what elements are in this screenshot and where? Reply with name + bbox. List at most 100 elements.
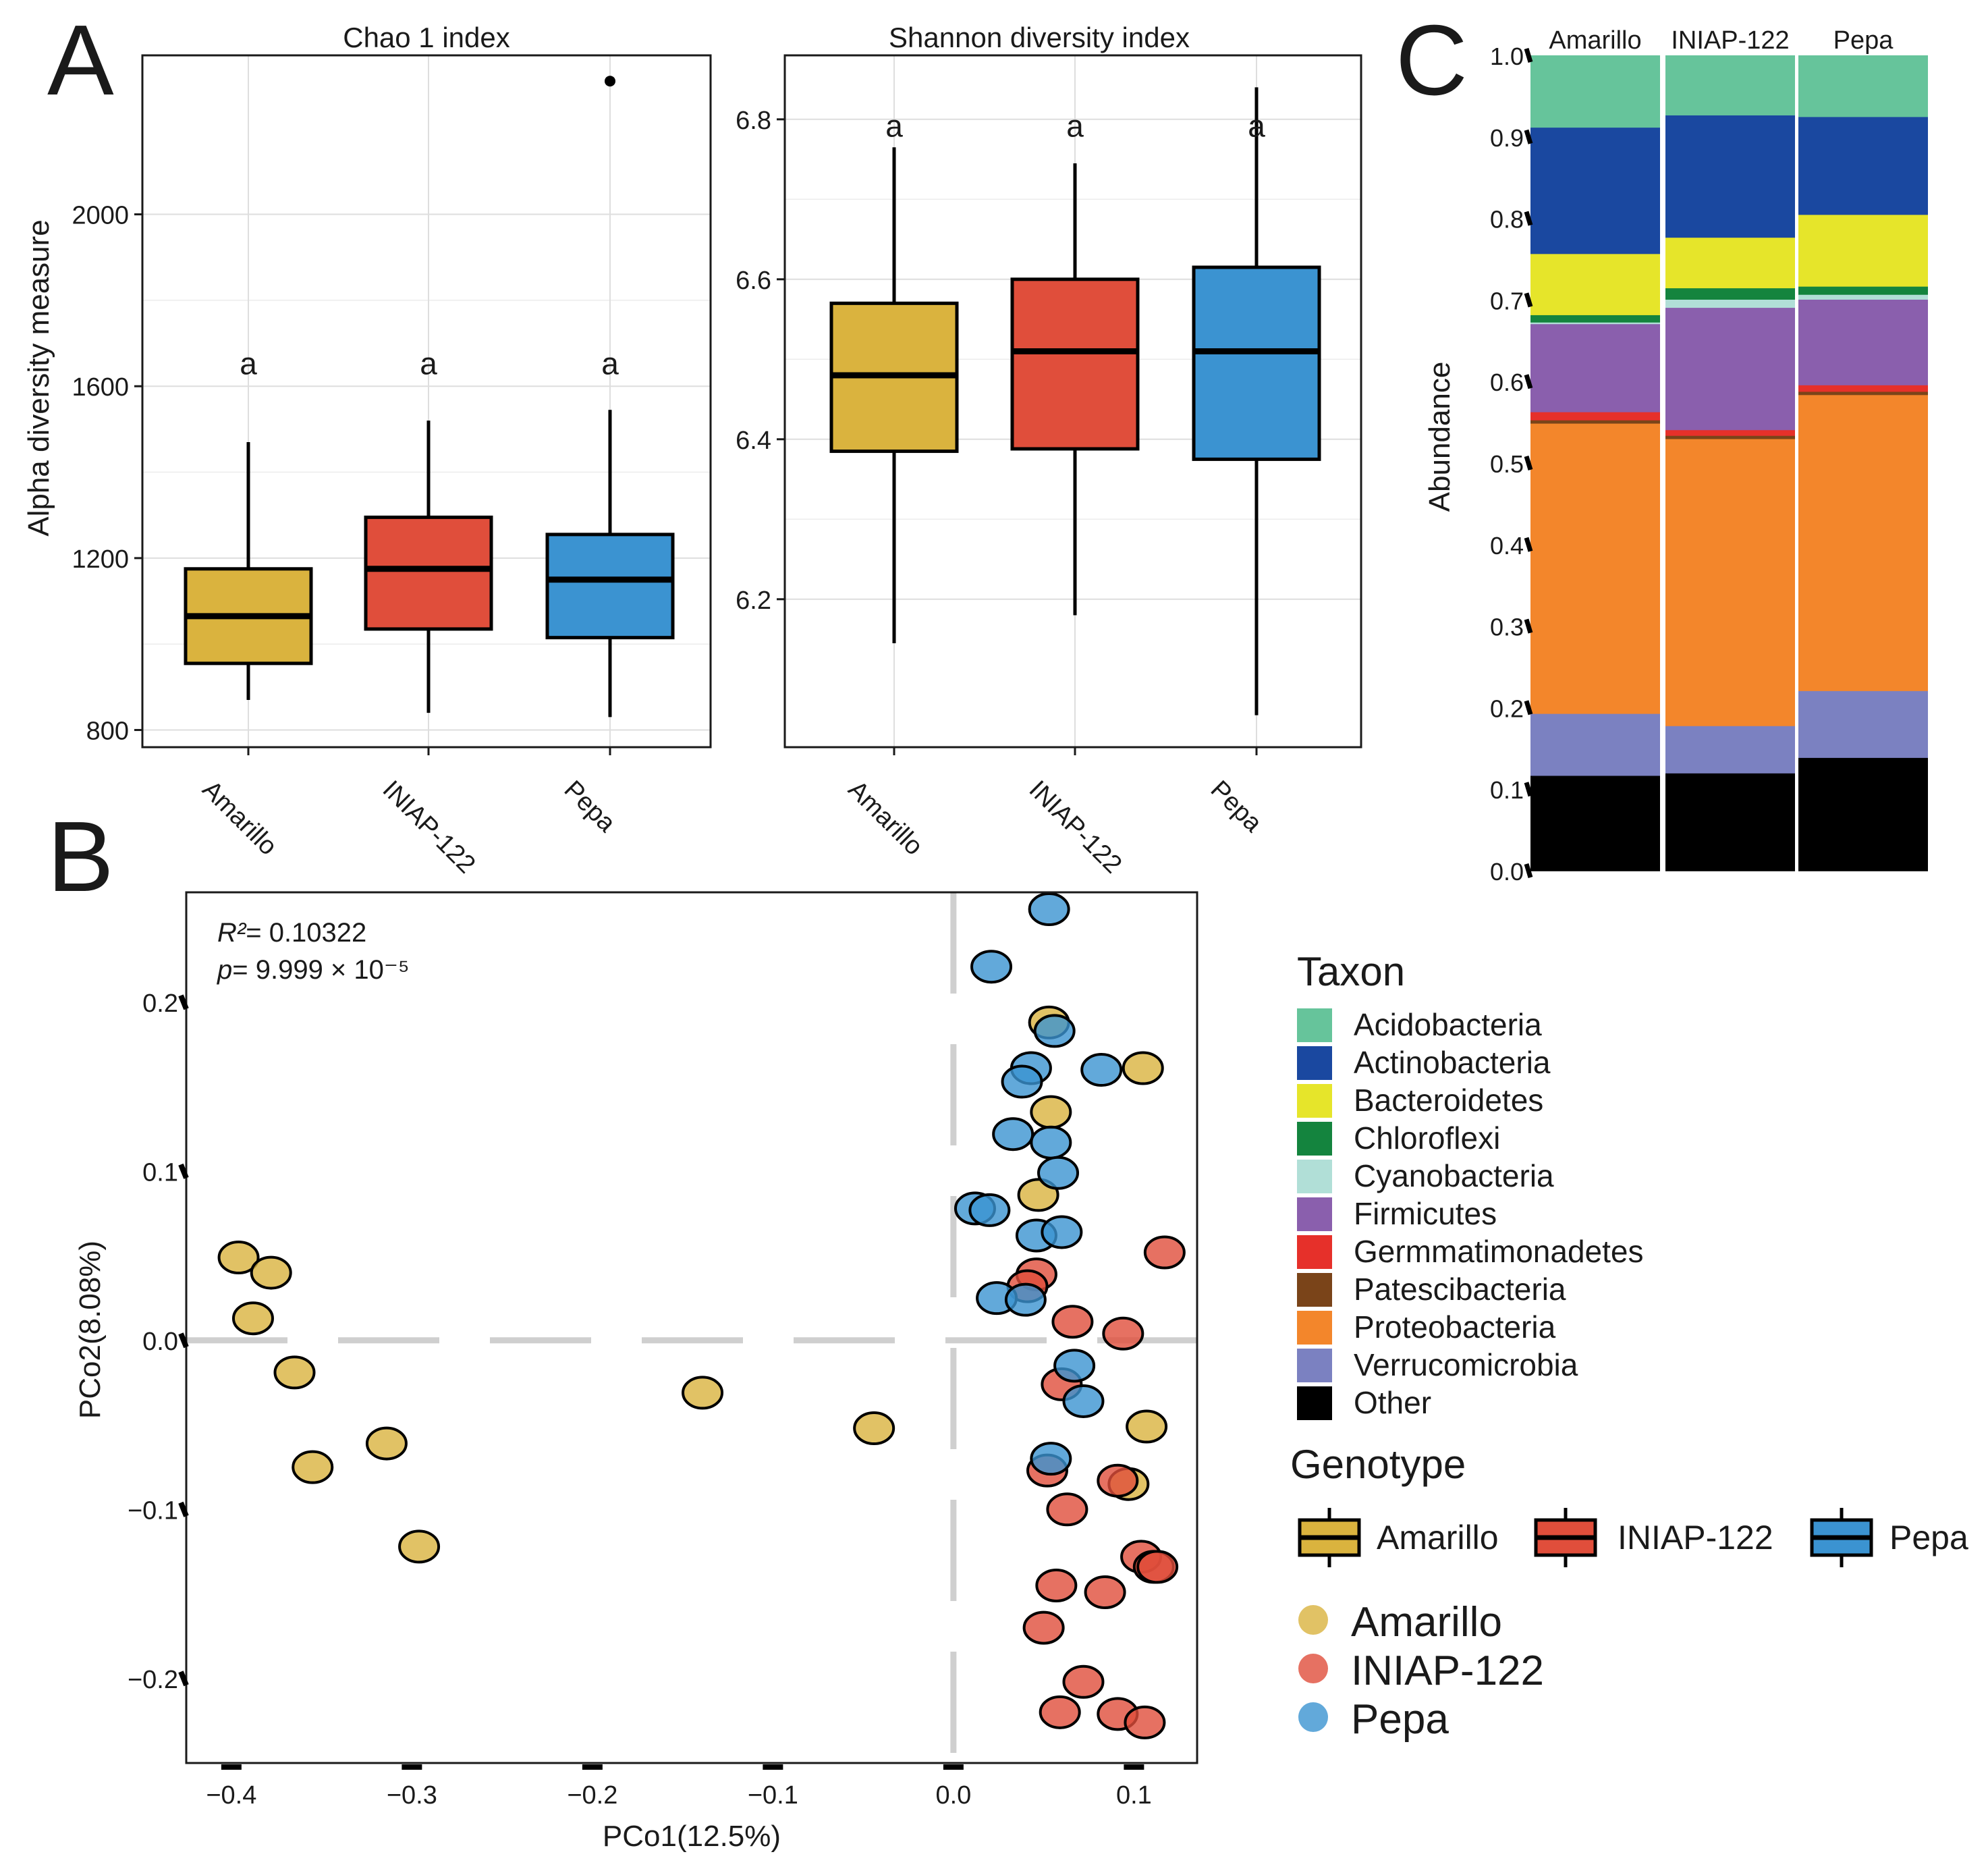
pcoa-p-annotation: p= 9.999 × 10⁻⁵	[217, 955, 410, 985]
panel-label-b: B	[47, 801, 114, 913]
pcoa-ytick	[178, 1332, 189, 1349]
pcoa-point-pepa	[968, 1193, 1011, 1227]
taxon-label-proteobacteria: Proteobacteria	[1354, 1309, 1556, 1345]
shannon-box-pepa: a	[1192, 87, 1321, 715]
pcoa-ytick-label: 0.2	[142, 989, 178, 1018]
abundance-segment-firmicutes	[1665, 307, 1795, 431]
abundance-bar-amarillo	[1530, 55, 1660, 871]
shannon-boxplot: Shannon diversity index a a a 6.2 6.4 6.6 6.8…	[736, 22, 1362, 879]
abundance-segment-germmatimonadetes	[1665, 429, 1795, 436]
abundance-segment-bacteroidetes	[1665, 237, 1795, 289]
chao1-boxplot: Chao 1 index Alpha diversity measure a a a…	[22, 22, 712, 879]
pcoa-point-amarillo	[250, 1255, 292, 1290]
abundance-bar-pepa	[1798, 55, 1928, 871]
taxon-swatch-germmatimonadetes	[1297, 1235, 1332, 1269]
genotype-label-amarillo: Amarillo	[1377, 1519, 1499, 1556]
chao1-ytick-label: 1600	[72, 373, 129, 402]
abundance-ytick	[1524, 47, 1533, 63]
taxon-label-bacteroidetes: Bacteroidetes	[1354, 1083, 1543, 1118]
abundance-segment-firmicutes	[1530, 323, 1660, 412]
abundance-segment-chloroflexi	[1665, 288, 1795, 300]
abundance-ytick-label: 0.2	[1490, 695, 1524, 722]
shannon-ytick-label: 6.8	[736, 107, 771, 135]
pcoa-point-amarillo	[365, 1426, 408, 1461]
pcoa-point-iniap-122	[1136, 1550, 1179, 1584]
shannon-ytick-label: 6.6	[736, 267, 771, 295]
shannon-box-amarillo: a	[829, 109, 959, 643]
alpha-diversity-ylabel: Alpha diversity measure	[22, 219, 55, 537]
pcoa-point-amarillo	[292, 1450, 334, 1484]
pcoa-xtick-label: 0.1	[1116, 1781, 1152, 1810]
panel-label-c: C	[1396, 5, 1468, 116]
shannon-box-body	[1010, 277, 1140, 451]
pcoa-point-amarillo	[1030, 1095, 1072, 1129]
taxon-swatch-firmicutes	[1297, 1197, 1332, 1231]
shannon-significance-letter: a	[1066, 109, 1084, 144]
abundance-segment-actinobacteria	[1798, 116, 1928, 215]
chao1-xtick-label: INIAP-122	[377, 776, 481, 879]
taxon-label-verrucomicrobia: Verrucomicrobia	[1354, 1347, 1578, 1382]
chao1-xtick-label: Pepa	[559, 776, 622, 838]
taxon-label-cyanobacteria: Cyanobacteria	[1354, 1158, 1554, 1193]
shannon-xtick-label: Pepa	[1205, 776, 1268, 838]
abundance-segment-proteobacteria	[1798, 394, 1928, 691]
pcoa-point-pepa	[992, 1117, 1034, 1151]
abundance-segment-bacteroidetes	[1530, 253, 1660, 315]
abundance-column-label: INIAP-122	[1671, 26, 1789, 55]
pcoa-xtick-label: −0.4	[206, 1781, 256, 1810]
genotype-legend-title: Genotype	[1290, 1442, 1466, 1487]
abundance-stacked-bar: Abundance Amarillo INIAP-122 Pepa 0.0 0.1 0.2…	[1423, 26, 1928, 886]
abundance-ytick-label: 0.1	[1490, 776, 1524, 804]
abundance-ytick	[1524, 374, 1533, 389]
abundance-ytick	[1524, 782, 1533, 797]
pcoa-point-amarillo	[682, 1376, 724, 1410]
abundance-segment-proteobacteria	[1665, 438, 1795, 726]
pcoa-point-pepa	[1062, 1384, 1105, 1418]
taxon-swatch-proteobacteria	[1297, 1311, 1332, 1345]
chao1-ytick-label: 800	[86, 717, 129, 746]
pcoa-ytick-label: −0.2	[128, 1666, 178, 1694]
p-label: p	[217, 955, 232, 985]
shannon-box-body	[1192, 265, 1321, 461]
abundance-segment-cyanobacteria	[1798, 294, 1928, 300]
abundance-ytick	[1524, 618, 1533, 634]
pcoa-xtick-label: −0.1	[748, 1781, 798, 1810]
shannon-box-iniap-122: a	[1010, 109, 1140, 616]
abundance-segment-acidobacteria	[1530, 55, 1660, 128]
point-key-pepa	[1298, 1702, 1328, 1732]
point-key-iniap-122	[1298, 1654, 1328, 1683]
pcoa-ytick	[178, 994, 189, 1010]
pcoa-point-iniap-122	[1102, 1316, 1144, 1351]
shannon-plot-border	[783, 54, 1362, 749]
pcoa-ytick-label: −0.1	[128, 1496, 178, 1525]
taxon-label-patescibacteria: Patescibacteria	[1354, 1272, 1566, 1307]
p-value: = 9.999 × 10⁻⁵	[232, 955, 409, 985]
taxon-swatch-bacteroidetes	[1297, 1084, 1332, 1118]
genotype-label-pepa: Pepa	[1889, 1519, 1968, 1556]
abundance-column-label: Amarillo	[1549, 26, 1641, 55]
point-label-amarillo: Amarillo	[1351, 1599, 1502, 1646]
abundance-ytick-label: 0.0	[1490, 858, 1524, 886]
genotype-legend: Genotype Amarillo INIAP-122 Pepa	[1290, 1442, 1968, 1567]
pcoa-ytick	[178, 1671, 189, 1687]
chao1-outlier	[605, 76, 615, 87]
point-label-iniap-122: INIAP-122	[1351, 1648, 1544, 1694]
chao1-box-body	[545, 533, 675, 640]
pcoa-r2-annotation: R²= 0.10322	[217, 918, 366, 948]
shannon-ytick-label: 6.2	[736, 587, 771, 615]
abundance-segment-chloroflexi	[1530, 315, 1660, 323]
abundance-segment-actinobacteria	[1665, 115, 1795, 238]
abundance-ytick-label: 0.8	[1490, 206, 1524, 234]
r2-label: R²	[217, 918, 247, 948]
pcoa-point-amarillo	[1122, 1051, 1164, 1085]
pcoa-point-pepa	[1080, 1053, 1123, 1087]
pcoa-xtick-label: 0.0	[935, 1781, 971, 1810]
abundance-ytick	[1524, 129, 1533, 144]
pcoa-ytick	[178, 1163, 189, 1179]
taxon-label-germmatimonadetes: Germmatimonadetes	[1354, 1234, 1644, 1269]
pcoa-point-iniap-122	[1124, 1705, 1166, 1739]
pcoa-ytick	[178, 1501, 189, 1517]
pcoa-xlabel: PCo1(12.5%)	[603, 1820, 781, 1853]
